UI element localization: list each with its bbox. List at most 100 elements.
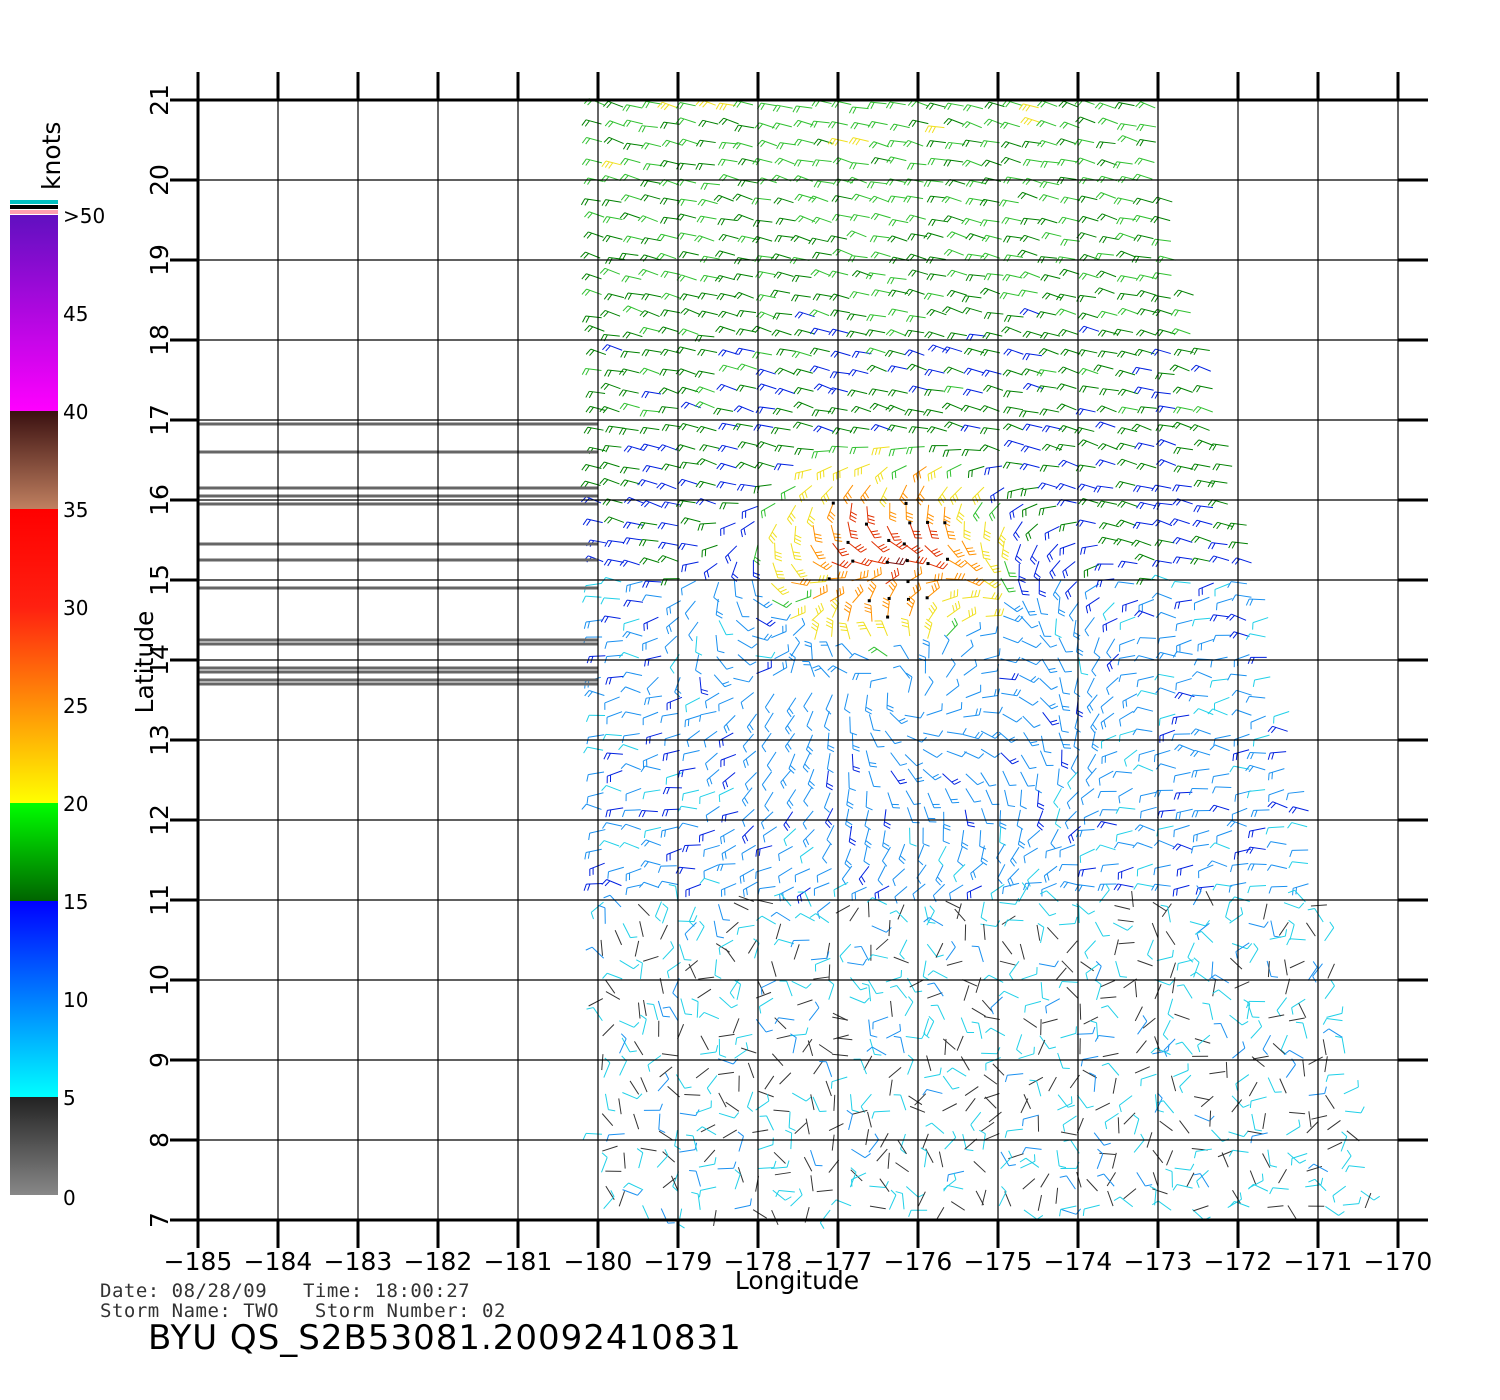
wind-barb (849, 162, 869, 170)
wind-barb (637, 479, 658, 487)
wind-barb (1169, 364, 1190, 372)
wind-barb (622, 104, 643, 112)
wind-barb (678, 138, 699, 146)
wind-barb (888, 219, 909, 227)
wind-barb (774, 157, 795, 165)
wind-barb (717, 444, 738, 453)
wind-barb (1115, 442, 1137, 450)
wind-barb (1020, 116, 1041, 126)
wind-barb (1001, 326, 1022, 334)
wind-barb (770, 253, 792, 261)
wind-barb (1057, 366, 1079, 374)
wind-barb (1058, 425, 1079, 433)
wind-barb (1173, 446, 1194, 455)
wind-barb (866, 314, 886, 322)
wind-barb (1115, 250, 1137, 258)
wind-barb (1116, 123, 1137, 131)
wind-barb (927, 344, 949, 352)
wind-barb (886, 139, 907, 148)
wind-barb (885, 329, 907, 337)
wind-barb (961, 139, 982, 147)
wind-barb (793, 525, 802, 546)
wind-barb (732, 100, 754, 108)
wind-barb (888, 447, 907, 457)
wind-barb (849, 426, 870, 434)
wind-barb (812, 293, 833, 301)
wind-barb (1093, 485, 1114, 493)
wind-barb (1172, 386, 1193, 394)
wind-barb (733, 405, 754, 413)
wind-barb (928, 218, 948, 227)
wind-barb (1017, 289, 1038, 297)
wind-barb (1019, 307, 1040, 316)
latitude-tick-label: 20 (145, 164, 174, 196)
wind-barb (1078, 439, 1099, 447)
wind-barb (1003, 406, 1024, 414)
wind-barb (679, 293, 700, 301)
wind-barb (849, 446, 869, 455)
wind-barb (811, 409, 832, 417)
wind-barb (946, 289, 967, 298)
wind-barb (811, 450, 830, 459)
wind-barb (998, 199, 1019, 207)
wind-barb (1003, 348, 1024, 356)
wind-barb (1190, 364, 1211, 372)
wind-barb (737, 441, 758, 449)
wind-barb (827, 387, 848, 395)
wind-barb (659, 368, 679, 376)
wind-barb (622, 537, 643, 545)
wind-barb (678, 423, 699, 431)
wind-barb (1116, 458, 1138, 466)
longitude-tick-label: −174 (1044, 1247, 1113, 1276)
wind-barb (1058, 459, 1079, 467)
wind-barb (694, 370, 715, 378)
wind-barb (1118, 406, 1138, 414)
wind-barb (604, 539, 625, 548)
wind-barb (1207, 480, 1228, 488)
wind-barb (793, 119, 814, 128)
wind-barb (697, 522, 717, 531)
wind-barb (1114, 232, 1136, 240)
wind-barb (1099, 388, 1119, 396)
latitude-tick-label: 13 (145, 724, 174, 756)
wind-barb (1039, 408, 1060, 416)
wind-barb (584, 211, 605, 219)
wind-barb (1116, 292, 1137, 301)
wind-barb (622, 119, 643, 127)
wind-barb (1002, 461, 1023, 469)
wind-barb (755, 311, 777, 319)
wind-barb (941, 195, 962, 204)
latitude-tick-label: 16 (145, 484, 174, 516)
wind-barb (641, 293, 662, 301)
wind-barb (771, 329, 792, 337)
wind-barb (1169, 518, 1190, 526)
wind-barb (1009, 503, 1024, 520)
wind-barb (808, 195, 829, 203)
wind-barb-field (580, 98, 1380, 1229)
wind-barb (887, 365, 908, 373)
wind-barb (602, 234, 623, 243)
wind-barb (983, 311, 1004, 320)
latitude-tick-label: 8 (145, 1132, 174, 1148)
wind-barb (1190, 347, 1210, 355)
file-identifier: BYU QS_S2B53081.20092410831 (148, 1318, 742, 1358)
wind-barb (581, 367, 602, 376)
wind-barb (908, 426, 929, 434)
wind-barb (624, 292, 644, 300)
wind-barb (1038, 505, 1057, 516)
wind-barb (1003, 439, 1024, 448)
wind-barb (1112, 161, 1133, 169)
wind-barb (696, 215, 717, 223)
wind-barb (582, 518, 603, 526)
wind-barb (926, 308, 947, 317)
wind-barb (1172, 484, 1192, 492)
wind-barb (1038, 348, 1059, 356)
wind-barb (1134, 442, 1155, 450)
wind-barb (582, 315, 602, 323)
wind-barb (772, 104, 793, 113)
wind-barb (981, 159, 1002, 167)
wind-barb (640, 500, 661, 508)
wind-barb (980, 348, 1001, 357)
wind-barb (619, 212, 640, 220)
wind-barb (1018, 410, 1039, 418)
